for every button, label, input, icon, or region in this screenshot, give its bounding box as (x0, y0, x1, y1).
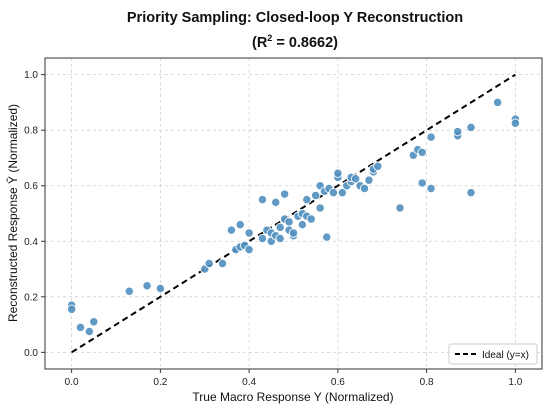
y-tick-label: 0.4 (24, 237, 38, 248)
subtitle-suffix: = 0.8662) (272, 35, 338, 51)
data-point (333, 168, 343, 178)
data-point (84, 326, 95, 337)
ideal-line (71, 73, 516, 354)
data-point (311, 190, 321, 201)
data-point (275, 222, 285, 233)
data-point (226, 225, 237, 235)
data-point (75, 322, 86, 332)
data-point (466, 122, 476, 133)
data-point (337, 188, 347, 198)
data-point (315, 203, 325, 213)
x-tick-label: 0.6 (331, 377, 345, 388)
data-point (155, 283, 166, 294)
data-point (466, 188, 476, 198)
x-axis-label: True Macro Response Y (Normalized) (192, 390, 393, 404)
data-point (492, 97, 503, 108)
data-point (204, 258, 214, 269)
plot-frame (44, 57, 543, 370)
legend-box (448, 343, 538, 365)
x-tick-label: 0.8 (420, 377, 434, 388)
data-point (426, 183, 436, 194)
data-point (322, 232, 332, 242)
x-tick-label: 0.2 (153, 377, 167, 388)
subtitle-superscript: 2 (267, 33, 272, 43)
data-point (66, 304, 77, 314)
data-point (89, 317, 99, 327)
data-point (306, 214, 316, 224)
data-point (510, 118, 521, 128)
chart-title: Priority Sampling: Closed-loop Y Reconst… (127, 10, 463, 26)
data-point (359, 183, 370, 194)
chart-subtitle: (R2 = 0.8662) (252, 33, 338, 51)
data-point (244, 244, 254, 255)
data-point (284, 217, 294, 227)
subtitle-prefix: (R (252, 35, 268, 51)
data-point (142, 281, 152, 291)
data-point (364, 175, 374, 185)
y-tick-label: 0.0 (24, 348, 38, 359)
data-point (257, 194, 268, 205)
data-point (124, 286, 134, 296)
data-point (297, 219, 308, 230)
data-point (244, 228, 254, 238)
data-point (395, 203, 405, 213)
x-tick-label: 0.0 (65, 377, 79, 388)
y-tick-label: 1.0 (24, 70, 38, 81)
data-point (279, 189, 290, 199)
data-point (417, 178, 427, 188)
data-point (373, 161, 383, 171)
data-point (288, 228, 299, 238)
y-tick-label: 0.2 (24, 292, 38, 303)
data-points (66, 97, 521, 337)
legend: Ideal (y=x) (448, 343, 538, 365)
data-point (417, 147, 427, 158)
data-point (271, 197, 281, 208)
data-point (328, 188, 339, 198)
data-point (275, 233, 285, 244)
data-point (217, 258, 228, 269)
y-axis-label: Reconstructed Response Ŷ (Normalized) (5, 104, 20, 322)
data-point (350, 174, 361, 184)
data-point (257, 233, 268, 244)
data-point (453, 126, 463, 137)
x-tick-label: 0.4 (242, 377, 256, 388)
y-tick-label: 0.8 (24, 126, 38, 137)
title-group: Priority Sampling: Closed-loop Y Reconst… (127, 10, 463, 51)
legend-label: Ideal (y=x) (482, 350, 529, 361)
y-tick-label: 0.6 (24, 181, 38, 192)
axis-ticks: 0.0 0.2 0.4 0.6 0.8 1.0 0.0 0.2 0.4 0.6 0.8 1.0 (24, 70, 523, 388)
data-point (235, 219, 245, 230)
data-point (302, 194, 312, 205)
data-point (426, 132, 436, 142)
x-tick-label: 1.0 (508, 377, 522, 388)
